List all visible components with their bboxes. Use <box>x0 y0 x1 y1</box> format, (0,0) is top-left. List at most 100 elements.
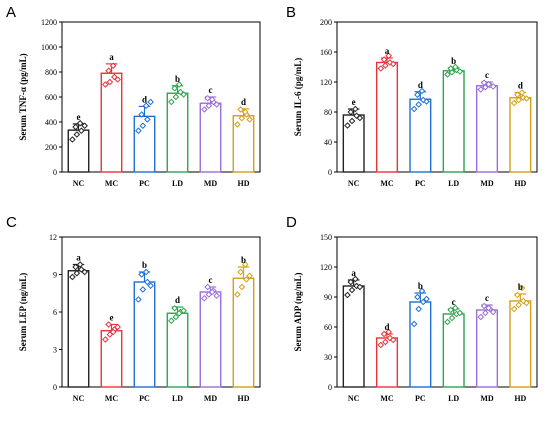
data-point <box>237 268 244 276</box>
y-tick-label: 30 <box>324 353 332 362</box>
significance-letter: e <box>77 112 81 122</box>
data-point <box>423 98 430 105</box>
data-point <box>139 286 147 293</box>
x-tick-label: NC <box>348 179 360 188</box>
data-point <box>348 286 356 294</box>
data-point <box>213 101 220 108</box>
significance-letter: a <box>351 268 356 278</box>
panel-letter-d: D <box>286 214 297 231</box>
chart-panel-c: 0 3 6 9 12 Serum LEP (ng/mL) a NC e MC b PC d LD c MD b H… <box>18 233 261 403</box>
data-point <box>510 99 518 107</box>
data-point <box>419 96 427 104</box>
significance-letter: c <box>209 85 213 95</box>
y-tick-label: 150 <box>320 233 332 242</box>
data-point <box>382 338 389 346</box>
bar-ld <box>442 313 465 388</box>
data-point <box>105 321 112 328</box>
data-point <box>518 284 526 292</box>
data-point <box>147 282 154 290</box>
data-point <box>237 106 244 113</box>
data-point <box>477 313 485 321</box>
data-point <box>389 60 397 68</box>
data-point <box>352 275 359 283</box>
data-point <box>415 305 422 313</box>
data-point <box>204 94 211 102</box>
bar-ld <box>442 70 465 173</box>
data-point <box>353 282 360 290</box>
data-point <box>385 328 392 336</box>
x-tick-label: PC <box>415 394 426 403</box>
data-point <box>418 87 426 95</box>
data-point <box>73 131 81 138</box>
data-point <box>485 80 492 88</box>
data-point <box>444 71 451 78</box>
data-point <box>102 336 109 343</box>
data-point <box>81 268 88 276</box>
bar-hd <box>509 300 532 388</box>
bar-nc <box>67 270 90 388</box>
x-tick-label: HD <box>238 179 250 188</box>
data-point <box>76 119 84 127</box>
data-point <box>347 108 355 116</box>
data-point <box>380 56 388 63</box>
data-point <box>480 79 488 87</box>
plot-frame <box>61 236 261 388</box>
significance-letter: e <box>352 97 356 107</box>
data-point <box>205 102 213 110</box>
x-tick-label: NC <box>73 179 85 188</box>
plot-frame <box>336 236 538 388</box>
x-tick-label: MC <box>380 394 394 403</box>
data-point <box>238 114 246 122</box>
data-point <box>69 273 76 281</box>
data-point <box>456 68 464 75</box>
bar-hd <box>509 97 532 173</box>
data-point <box>175 81 183 88</box>
data-point <box>389 336 397 344</box>
data-point <box>234 291 241 298</box>
data-point <box>147 98 154 106</box>
data-point <box>138 271 145 278</box>
x-tick-label: PC <box>139 179 150 188</box>
data-point <box>377 341 385 349</box>
data-point <box>72 123 79 131</box>
data-point <box>172 93 180 101</box>
data-point <box>352 105 359 113</box>
y-axis-label: Serum TNF-α (pg/mL) <box>18 53 28 140</box>
data-point <box>419 298 427 306</box>
plot-frame <box>61 21 261 173</box>
data-point <box>135 296 142 303</box>
data-point <box>81 122 88 130</box>
data-point <box>447 306 455 314</box>
bar-md <box>199 291 222 388</box>
data-point <box>452 63 459 71</box>
data-point <box>482 309 489 317</box>
data-point <box>514 91 521 99</box>
y-tick-label: 120 <box>320 78 332 87</box>
y-tick-label: 60 <box>324 323 332 332</box>
y-tick-label: 160 <box>320 48 332 57</box>
x-tick-label: LD <box>448 394 459 403</box>
data-point <box>380 330 388 338</box>
data-point <box>76 261 84 268</box>
data-point <box>452 304 459 312</box>
data-point <box>353 112 360 120</box>
significance-letter: b <box>175 74 180 84</box>
significance-letter: a <box>109 52 114 62</box>
bar-mc <box>100 72 123 173</box>
data-point <box>69 136 76 143</box>
data-point <box>208 96 216 103</box>
y-axis-label: Serum IL-6 (pg/mL) <box>293 58 303 137</box>
data-point <box>172 313 180 321</box>
x-tick-label: HD <box>514 394 526 403</box>
x-tick-label: MC <box>105 394 119 403</box>
y-tick-label: 1200 <box>41 18 57 27</box>
data-point <box>208 288 216 296</box>
x-tick-label: PC <box>139 394 150 403</box>
data-point <box>144 278 151 286</box>
y-tick-label: 800 <box>45 68 57 77</box>
chart-panel-d: 0 30 60 90 120 150 Serum ADP (ng/mL) a NC d MC b PC c… <box>293 233 538 403</box>
significance-letter: d <box>518 81 523 91</box>
significance-letter: d <box>241 97 246 107</box>
data-point <box>448 68 456 76</box>
significance-letter: c <box>209 275 213 285</box>
